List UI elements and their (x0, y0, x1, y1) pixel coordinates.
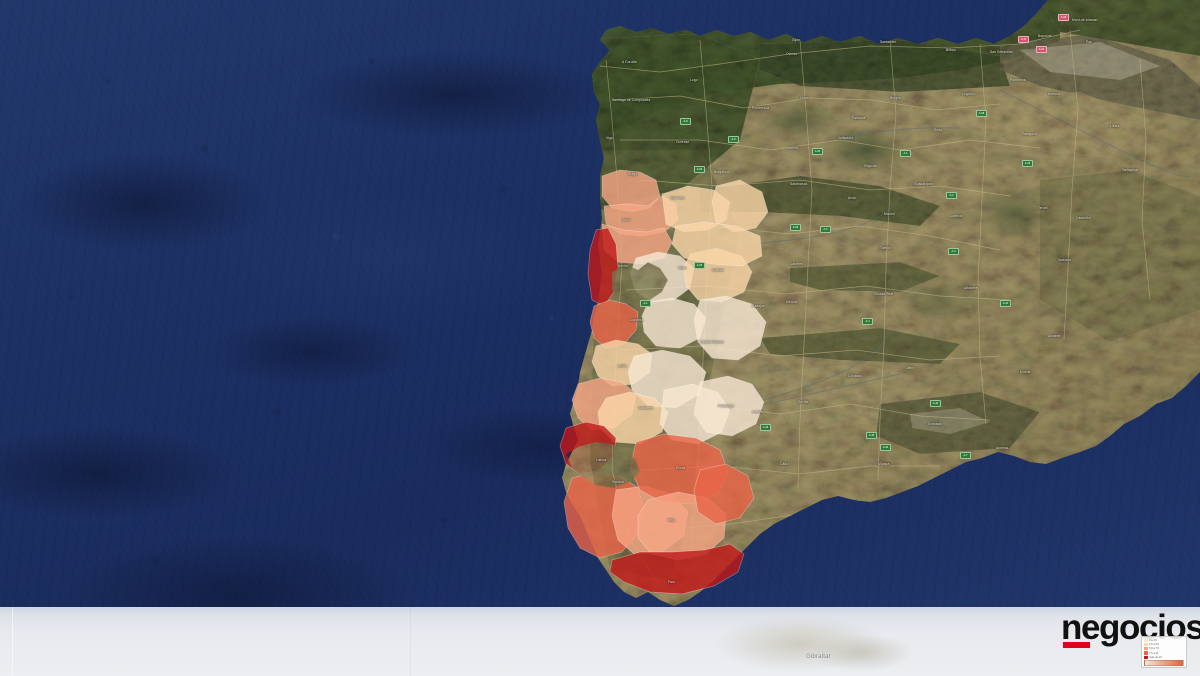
region-lisboa (559, 421, 617, 475)
legend-label: 0 a 2,5 (1149, 638, 1157, 642)
map-legend: 0 a 2,5 2,5 a 5,0 5,0 a 7,5 7,5 a 10 mais de… (1141, 636, 1187, 668)
strip-hairline-mid (410, 607, 411, 676)
region-portalegre (693, 375, 765, 437)
strip-faded-coastline (690, 613, 950, 676)
bottom-faded-strip: Gibraltar (0, 607, 1200, 676)
region-coimbra-interior (641, 297, 707, 349)
legend-row: 5,0 a 7,5 (1144, 647, 1184, 651)
region-interior-ne (671, 221, 763, 267)
legend-swatch (1144, 642, 1148, 647)
legend-rows: 0 a 2,5 2,5 a 5,0 5,0 a 7,5 7,5 a 10 mais de… (1144, 638, 1184, 659)
legend-label: 7,5 a 10 (1149, 651, 1159, 655)
strip-background (0, 607, 1200, 676)
legend-row: 7,5 a 10 (1144, 651, 1184, 655)
region-castelo-branco (693, 295, 767, 361)
legend-row: mais de 10 (1144, 655, 1184, 659)
strip-hairline-left (12, 607, 13, 676)
legend-label: 5,0 a 7,5 (1149, 647, 1160, 651)
legend-swatch (1144, 655, 1148, 659)
legend-row: 0 a 2,5 (1144, 638, 1184, 642)
region-aveiro (589, 299, 639, 349)
legend-label: 2,5 a 5,0 (1149, 642, 1160, 646)
legend-gradient-bar (1144, 660, 1184, 667)
region-faro (609, 543, 745, 595)
region-viseu (629, 251, 695, 303)
legend-swatch (1144, 647, 1148, 651)
legend-swatch (1144, 638, 1148, 642)
gibraltar-label: Gibraltar (806, 654, 831, 660)
district-polygons (559, 169, 769, 595)
region-beja-east (693, 463, 755, 525)
region-porto-coast (587, 227, 619, 307)
legend-row: 2,5 a 5,0 (1144, 642, 1184, 647)
legend-swatch (1144, 651, 1148, 655)
region-braganca (711, 179, 769, 233)
logo-accent-bar (1063, 642, 1090, 648)
legend-label: mais de 10 (1149, 655, 1162, 659)
